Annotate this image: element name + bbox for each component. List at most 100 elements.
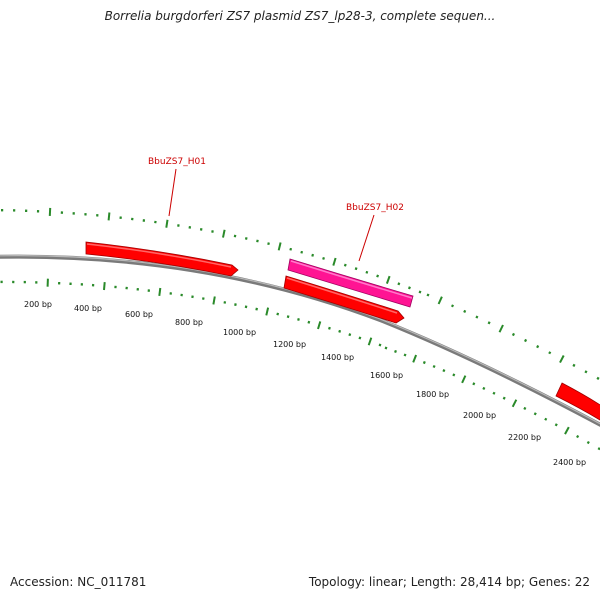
outer-major-tick [277,242,282,251]
inner-major-tick [212,296,216,305]
inner-major-tick [367,337,373,346]
bp-label-2400: 2400 bp [553,458,586,467]
outer-major-tick [437,296,443,305]
outer-minor-tick [524,338,528,343]
outer-minor-tick [536,345,540,349]
outer-minor-tick [511,332,515,337]
gene-right-edge-arrow[interactable] [555,382,600,421]
outer-major-tick [559,355,565,364]
gene-label-leader-h01 [168,168,177,217]
inner-minor-tick [358,336,362,340]
outer-minor-tick [584,370,588,374]
outer-minor-tick [548,351,552,355]
outer-minor-tick [267,242,270,246]
bp-label-1000: 1000 bp [223,328,256,337]
inner-minor-tick [482,386,486,391]
outer-major-tick [332,257,337,266]
inner-minor-tick [544,417,548,421]
inner-minor-tick [403,353,407,357]
inner-minor-tick [502,396,506,400]
outer-major-tick [498,324,504,333]
outer-major-tick [165,219,169,228]
bp-label-2200: 2200 bp [508,433,541,442]
inner-minor-tick [492,391,496,395]
inner-minor-tick [234,303,237,307]
inner-major-tick [158,287,162,297]
outer-minor-tick [376,274,380,278]
inner-major-tick [461,375,467,384]
inner-minor-tick [452,373,456,377]
length-value: 28,414 bp [460,575,522,589]
outer-minor-tick [300,250,304,254]
outer-minor-tick [475,315,479,319]
inner-minor-tick [394,349,397,353]
gene-bbuzs7-h02-arrow[interactable] [287,258,414,308]
bp-label-1200: 1200 bp [273,340,306,349]
outer-minor-tick [322,256,325,260]
topology-label: Topology: [308,575,366,589]
inner-major-tick [317,321,322,330]
outer-major-tick [385,275,391,284]
inner-minor-tick [276,312,280,316]
genes-value: 22 [574,575,590,589]
bp-label-400: 400 bp [74,304,102,313]
bp-label-200: 200 bp [24,300,52,309]
outer-minor-tick [365,270,369,274]
outer-minor-tick [244,237,248,240]
outer-minor-tick [233,234,237,238]
topology-value: linear [368,575,403,589]
inner-major-tick [564,426,570,435]
accession-value: NC_011781 [77,575,147,589]
inner-minor-tick [378,343,382,347]
inner-minor-tick [255,307,258,311]
bp-label-600: 600 bp [125,310,153,319]
outer-minor-tick [451,304,454,308]
inner-minor-tick [432,364,436,369]
outer-major-tick [222,229,226,238]
inner-minor-tick [554,423,558,427]
inner-minor-tick [348,333,352,337]
inner-minor-tick [422,360,426,365]
inner-minor-tick [244,305,248,309]
inner-minor-tick [533,412,537,416]
gene-bbuzs7-h01-arrow[interactable] [85,241,239,277]
inner-minor-tick [328,326,331,330]
outer-minor-tick [463,309,467,313]
bp-label-800: 800 bp [175,318,203,327]
inner-minor-tick [384,346,388,350]
inner-minor-tick [472,382,476,386]
genes-label: Genes: [528,575,571,589]
outer-major-tick [107,212,111,221]
inner-major-tick [511,399,518,408]
inner-minor-tick [286,315,290,319]
outer-minor-tick [289,247,293,251]
accession-label: Accession: [10,575,74,589]
inner-minor-tick [442,369,446,373]
gene-bbuzs7-h03-arrow[interactable] [283,275,405,324]
inner-major-tick [412,354,418,363]
gene-label-h01[interactable]: BbuZS7_H01 [148,157,206,167]
inner-minor-tick [297,318,300,321]
gene-label-leader-h02 [358,214,375,262]
inner-minor-tick [586,440,590,445]
outer-tick-ring [0,207,600,380]
outer-minor-tick [407,286,411,290]
bp-label-2000: 2000 bp [463,411,496,420]
inner-minor-tick [338,329,342,333]
outer-minor-tick [343,263,347,267]
outer-minor-tick [256,239,259,243]
inner-minor-tick [523,406,527,411]
outer-minor-tick [426,293,430,297]
outer-minor-tick [487,321,491,325]
map-title: Borrelia burgdorferi ZS7 plasmid ZS7_lp2… [104,9,496,23]
sequence-backbone [0,254,600,427]
sequence-summary: Topology: linear; Length: 28,414 bp; Gen… [308,575,590,589]
inner-minor-tick [307,320,311,324]
outer-minor-tick [572,363,576,367]
bp-label-1800: 1800 bp [416,390,449,399]
gene-label-h02[interactable]: BbuZS7_H02 [346,203,404,213]
outer-minor-tick [311,253,315,257]
bp-label-1400: 1400 bp [321,353,354,362]
